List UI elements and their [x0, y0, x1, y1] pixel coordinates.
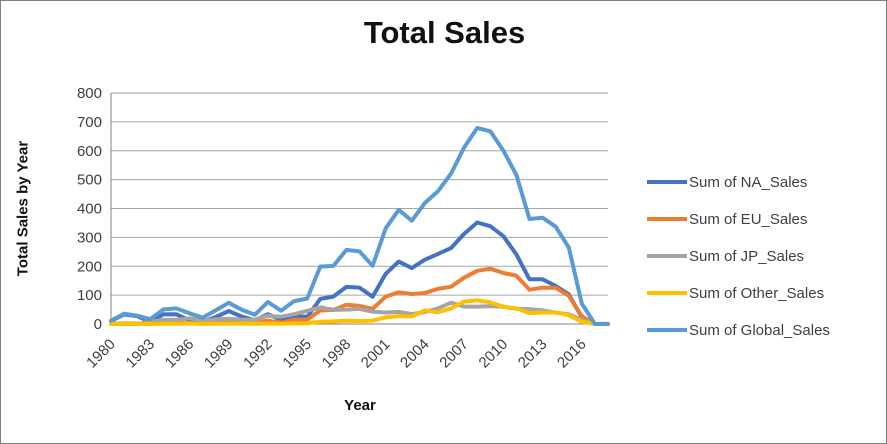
x-axis-tick-label: 2007: [436, 336, 472, 372]
legend: Sum of NA_Sales Sum of EU_Sales Sum of J…: [647, 167, 879, 352]
y-axis-tick-label: 600: [77, 143, 102, 160]
series-line-sum-of-eu-sales[interactable]: [109, 266, 610, 326]
jp-sales-line-swatch: [647, 254, 687, 258]
x-axis-tick-label: 2010: [476, 336, 512, 372]
legend-label: Sum of Other_Sales: [689, 284, 825, 302]
other-sales-line-swatch: [647, 291, 687, 295]
x-axis-tick-label: 1986: [162, 336, 198, 372]
y-axis-tick-label: 200: [77, 258, 102, 275]
y-axis-tick-label: 800: [77, 85, 102, 102]
legend-item-other-sales[interactable]: Sum of Other_Sales: [647, 278, 879, 308]
legend-item-eu-sales[interactable]: Sum of EU_Sales: [647, 204, 879, 234]
legend-label: Sum of NA_Sales: [689, 173, 808, 191]
x-axis-tick-label: 1983: [122, 336, 158, 372]
legend-item-jp-sales[interactable]: Sum of JP_Sales: [647, 241, 879, 271]
x-axis-tick-label: 1998: [319, 336, 355, 372]
y-axis-tick-label: 700: [77, 114, 102, 131]
series-line-sum-of-other-sales[interactable]: [109, 298, 610, 326]
x-axis-tick-label: 1989: [201, 336, 237, 372]
y-axis-tick-label: 0: [94, 316, 102, 333]
x-axis-tick-label: 2016: [554, 336, 590, 372]
y-axis-title: Total Sales by Year: [14, 140, 32, 277]
legend-item-na-sales[interactable]: Sum of NA_Sales: [647, 167, 879, 197]
x-axis-tick-label: 2001: [358, 336, 394, 372]
y-axis-tick-label: 400: [77, 201, 102, 218]
chart-title[interactable]: Total Sales: [363, 15, 526, 50]
y-axis-tick-label: 100: [77, 287, 102, 304]
legend-item-global-sales[interactable]: Sum of Global_Sales: [647, 315, 879, 345]
x-axis-tick-label: 1995: [279, 336, 315, 372]
x-axis-tick-label: 1992: [240, 336, 276, 372]
series-line-sum-of-jp-sales[interactable]: [109, 300, 610, 326]
na-sales-line-swatch: [647, 180, 687, 184]
series-line-sum-of-global-sales[interactable]: [109, 126, 610, 326]
legend-label: Sum of Global_Sales: [689, 321, 830, 339]
x-axis-tick-label: 2013: [515, 336, 551, 372]
global-sales-line-swatch: [647, 328, 687, 332]
legend-label: Sum of JP_Sales: [689, 247, 805, 265]
x-axis-tick-label: 2004: [397, 336, 433, 372]
x-axis-title: Year: [344, 397, 376, 414]
y-axis-tick-label: 500: [77, 172, 102, 189]
y-axis-tick-label: 300: [77, 229, 102, 246]
legend-label: Sum of EU_Sales: [689, 210, 808, 228]
eu-sales-line-swatch: [647, 217, 687, 221]
x-axis-tick-label: 1980: [83, 336, 119, 372]
